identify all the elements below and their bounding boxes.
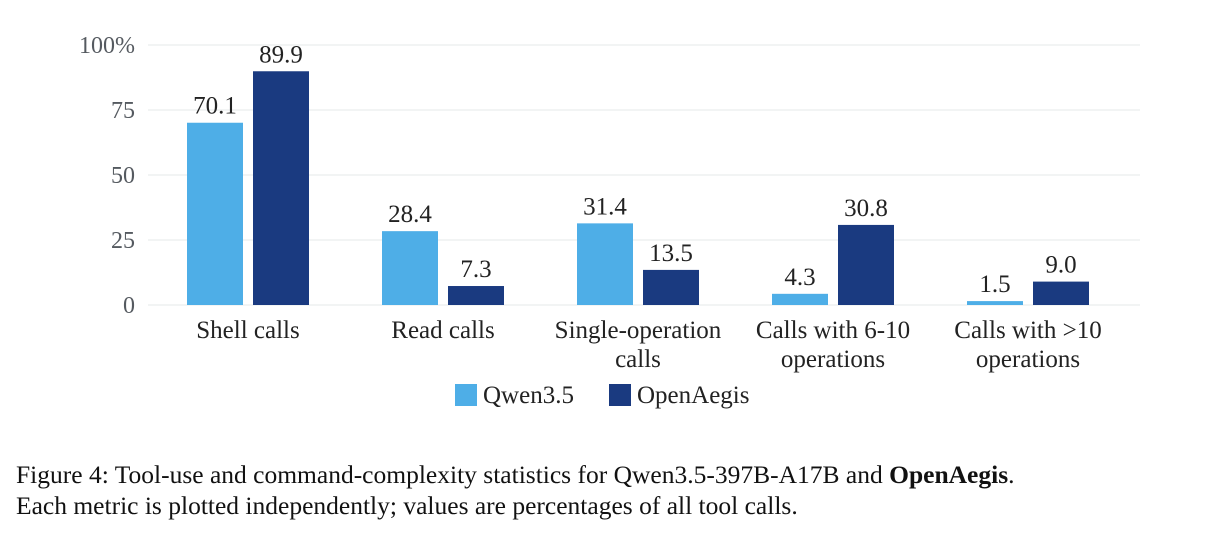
y-tick-label: 75 [111, 98, 135, 124]
y-tick-label: 50 [111, 163, 135, 189]
value-labels: 70.1 89.9 28.4 7.3 31.4 13.5 4.3 30.8 1.5 9.0 [193, 41, 1077, 298]
legend-label: OpenAegis [637, 382, 749, 409]
bar-openaegis [1033, 281, 1089, 305]
bar-openaegis [448, 286, 504, 305]
bar-chart: 0 25 50 75 100% 70.1 89.9 28.4 7.3 31.4 13.5 4.3 30… [79, 33, 1140, 409]
x-category-label: Shell calls [196, 317, 299, 344]
x-category-label: Single-operation calls [555, 317, 722, 373]
x-category-label: Calls with 6-10 operations [756, 317, 910, 373]
y-tick-label: 100% [79, 33, 135, 59]
figure-caption: Figure 4: Tool-use and command-complexit… [16, 459, 1211, 521]
caption-suffix: . [1008, 460, 1015, 489]
caption-line-2: Each metric is plotted independently; va… [16, 491, 798, 520]
bar-qwen3-5 [382, 231, 438, 305]
bar-openaegis [253, 71, 309, 305]
legend-swatch [609, 384, 631, 406]
data-label: 4.3 [784, 264, 815, 291]
data-label: 30.8 [844, 195, 888, 222]
data-label: 1.5 [979, 271, 1010, 298]
data-label: 7.3 [460, 256, 491, 283]
bar-qwen3-5 [772, 293, 828, 305]
data-label: 28.4 [388, 201, 432, 228]
data-label: 31.4 [583, 193, 627, 220]
caption-prefix: Figure 4: Tool-use and command-complexit… [16, 460, 890, 489]
legend-item: OpenAegis [609, 382, 749, 409]
legend-label: Qwen3.5 [483, 382, 574, 409]
y-tick-label: 0 [123, 293, 135, 319]
data-label: 89.9 [259, 41, 303, 68]
x-axis-categories: Shell calls Read calls Single-operation cal… [196, 317, 1101, 373]
y-axis-ticks: 0 25 50 75 100% [79, 33, 135, 319]
bar-openaegis [838, 224, 894, 305]
caption-line-1: Figure 4: Tool-use and command-complexit… [16, 459, 1211, 490]
x-category-label: Read calls [391, 317, 494, 344]
y-tick-label: 25 [111, 228, 135, 254]
data-label: 9.0 [1045, 252, 1076, 279]
bar-qwen3-5 [187, 122, 243, 306]
x-category-label: Calls with >10 operations [954, 317, 1101, 373]
legend-item: Qwen3.5 [455, 382, 574, 409]
bar-openaegis [643, 269, 699, 305]
bar-qwen3-5 [577, 223, 633, 305]
data-label: 70.1 [193, 93, 237, 120]
bars [187, 71, 1089, 306]
caption-bold-model: OpenAegis [889, 460, 1009, 489]
bar-qwen3-5 [967, 301, 1023, 305]
legend-swatch [455, 384, 477, 406]
legend: Qwen3.5 OpenAegis [455, 382, 749, 409]
data-label: 13.5 [649, 240, 693, 267]
